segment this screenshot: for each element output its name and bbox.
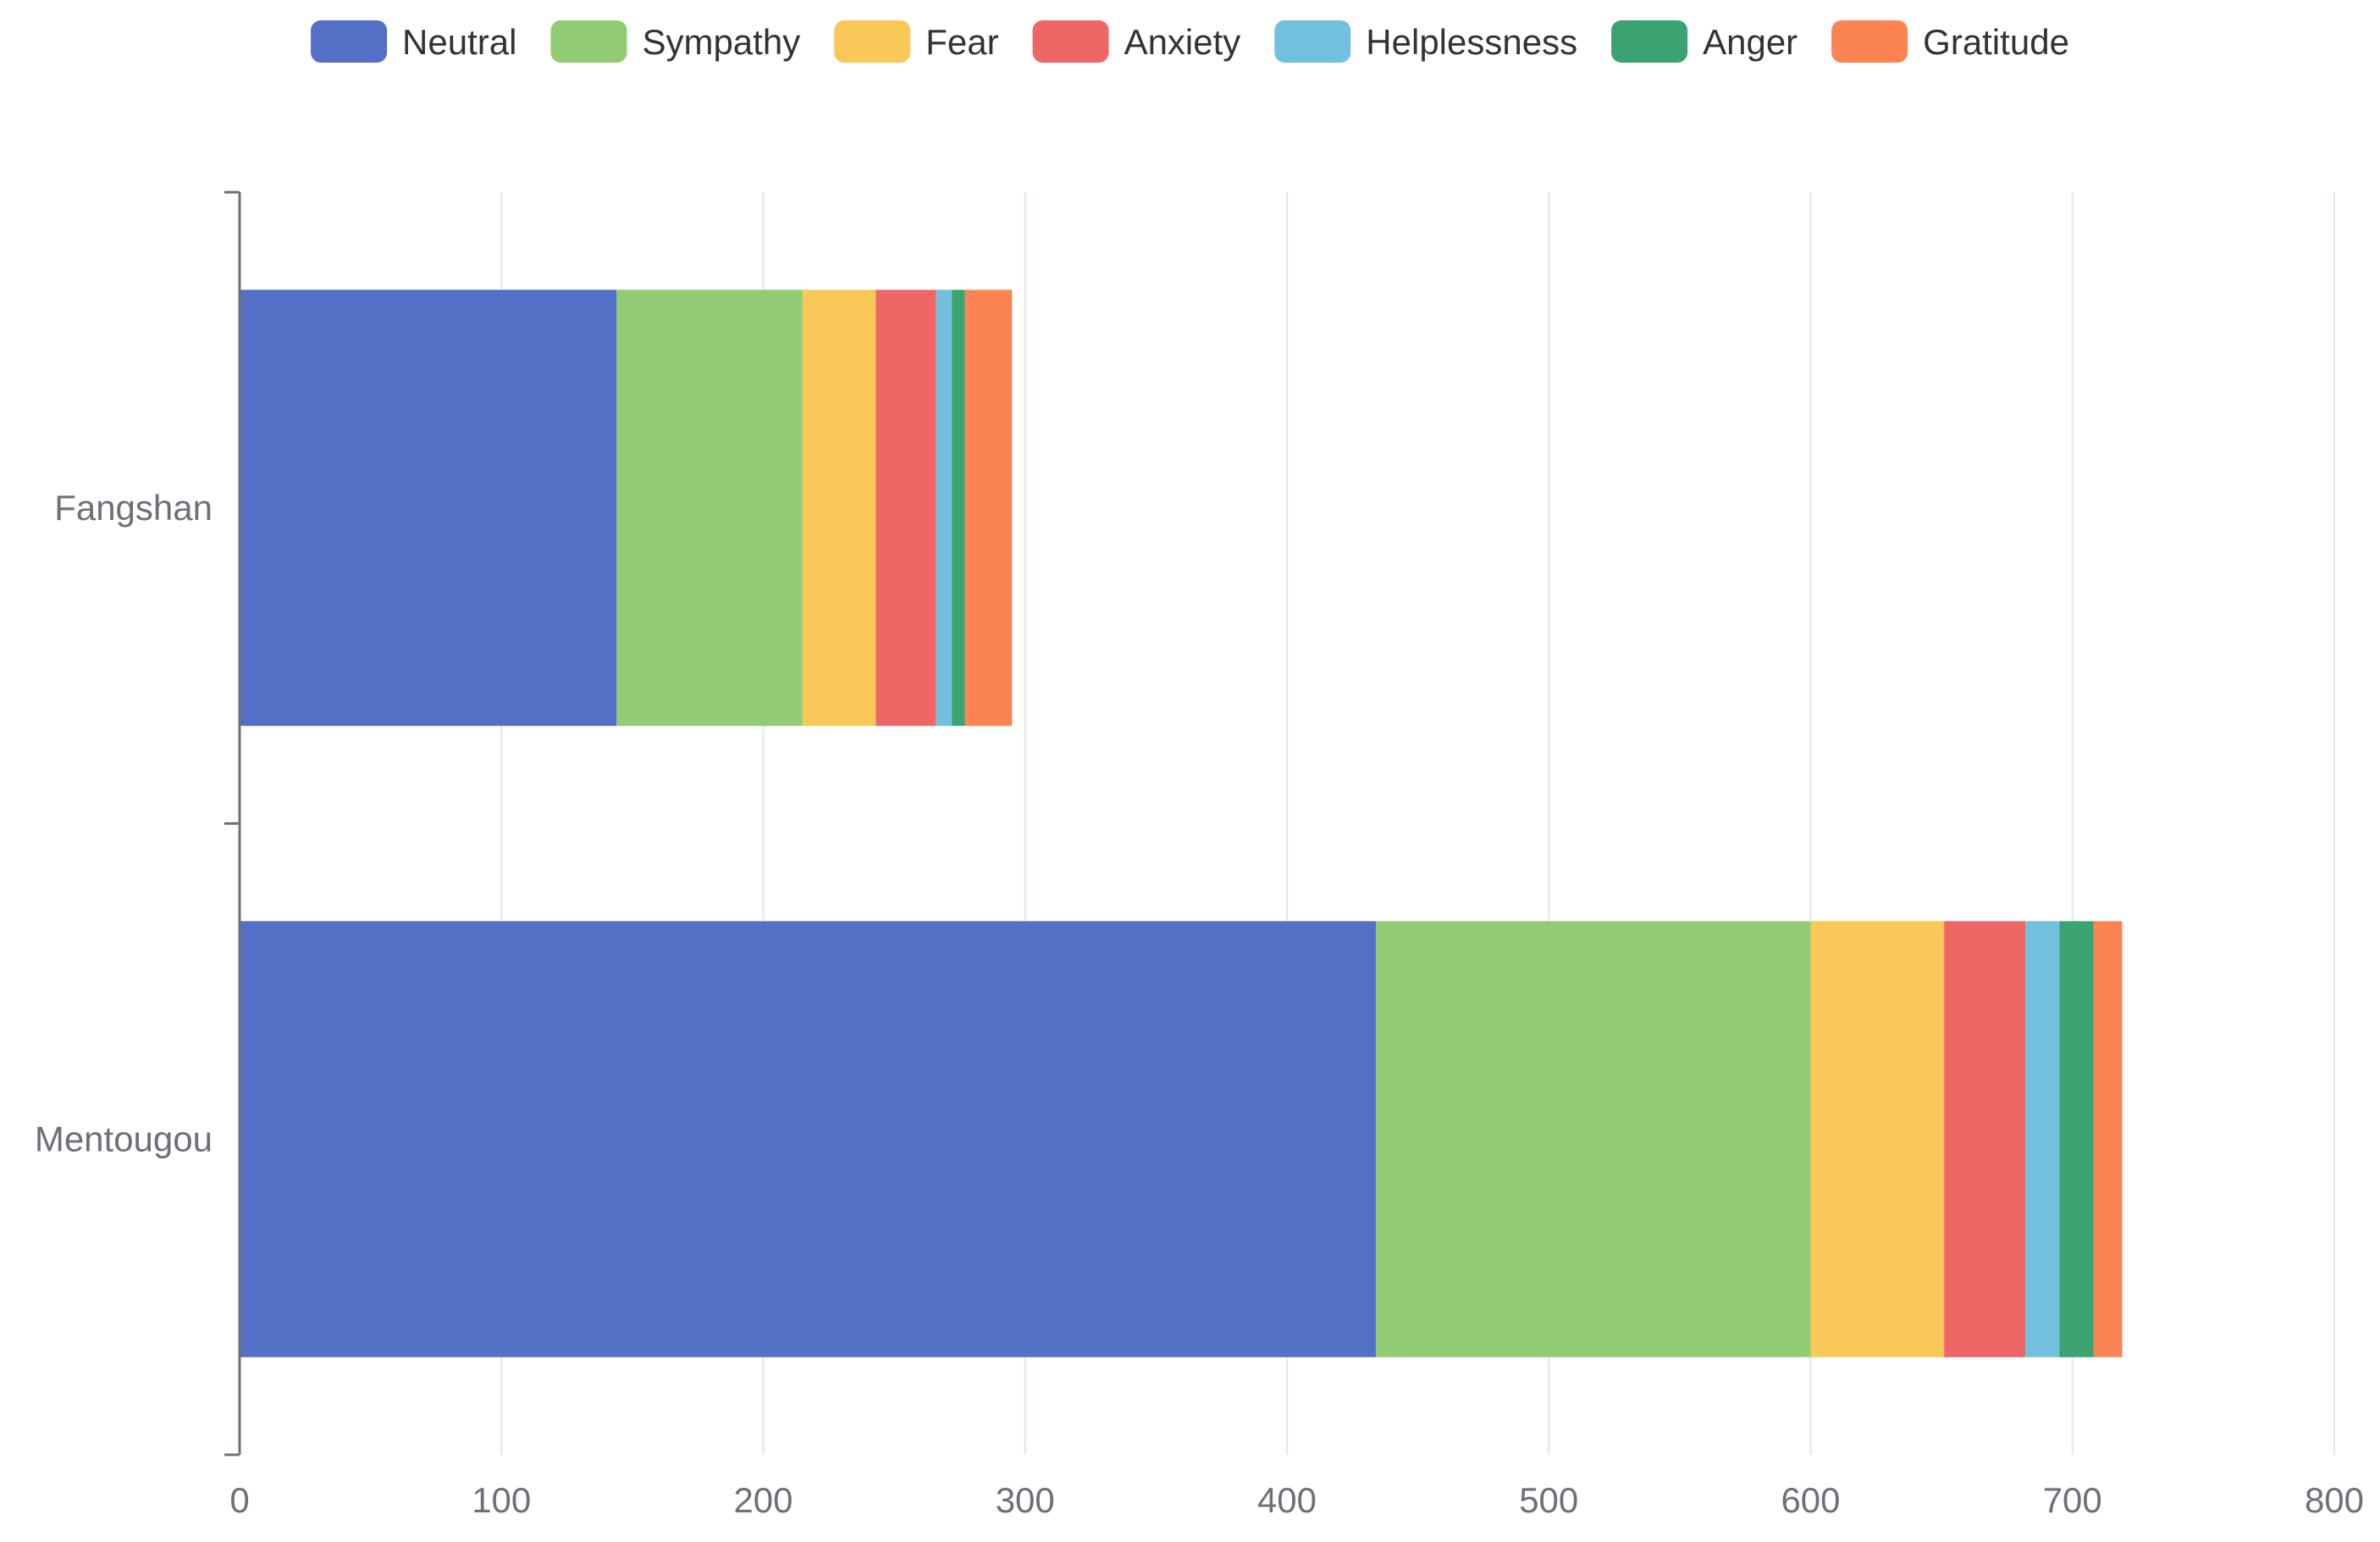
bar-fangshan-gratitude[interactable] (964, 290, 1013, 727)
y-tick-label-mentougou: Mentougou (35, 1119, 213, 1158)
legend-swatch-anxiety (1032, 20, 1109, 63)
x-tick-label-600: 600 (1781, 1480, 1840, 1520)
bar-fangshan-fear[interactable] (802, 290, 876, 727)
legend-swatch-gratitude (1831, 20, 1908, 63)
x-tick-label-500: 500 (1519, 1480, 1578, 1520)
y-tick-label-fangshan: Fangshan (54, 488, 213, 528)
bar-mentougou-sympathy[interactable] (1376, 920, 1811, 1357)
legend-label-helplessness: Helplessness (1366, 22, 1577, 62)
legend-label-sympathy: Sympathy (642, 22, 800, 62)
bar-mentougou-gratitude[interactable] (2093, 920, 2123, 1357)
bars (240, 290, 2123, 1357)
bar-fangshan-sympathy[interactable] (616, 290, 803, 727)
legend-swatch-neutral (311, 20, 388, 63)
x-tick-label-400: 400 (1257, 1480, 1317, 1520)
x-tick-label-800: 800 (2305, 1480, 2364, 1520)
legend-item-helplessness[interactable]: Helplessness (1274, 20, 1577, 63)
bar-mentougou-fear[interactable] (1810, 920, 1945, 1357)
legend-item-gratitude[interactable]: Gratitude (1831, 20, 2069, 63)
legend-label-neutral: Neutral (402, 22, 516, 62)
legend-swatch-sympathy (550, 20, 627, 63)
legend-item-sympathy[interactable]: Sympathy (550, 20, 800, 63)
legend: Neutral Sympathy Fear Anxiety Helplessness An… (311, 20, 2069, 63)
legend-item-anger[interactable]: Anger (1611, 20, 1797, 63)
bar-fangshan-anxiety[interactable] (875, 290, 936, 727)
legend-item-anxiety[interactable]: Anxiety (1032, 20, 1241, 63)
legend-swatch-helplessness (1274, 20, 1351, 63)
bar-mentougou-anxiety[interactable] (1944, 920, 2026, 1357)
legend-label-gratitude: Gratitude (1923, 22, 2069, 62)
legend-label-fear: Fear (925, 22, 998, 62)
bar-mentougou-neutral[interactable] (240, 920, 1377, 1357)
bar-fangshan-helplessness[interactable] (936, 290, 953, 727)
x-tick-label-300: 300 (996, 1480, 1055, 1520)
axes: Fangshan Mentougou 0 100 200 300 400 500 600 700 8… (35, 191, 2364, 1520)
legend-label-anger: Anger (1703, 22, 1797, 62)
legend-swatch-anger (1611, 20, 1688, 63)
legend-swatch-fear (834, 20, 911, 63)
bar-fangshan-neutral[interactable] (240, 290, 617, 727)
x-tick-label-200: 200 (733, 1480, 792, 1520)
legend-item-neutral[interactable]: Neutral (311, 20, 516, 63)
legend-item-fear[interactable]: Fear (834, 20, 999, 63)
x-tick-label-0: 0 (229, 1480, 249, 1520)
x-tick-label-100: 100 (472, 1480, 531, 1520)
legend-label-anxiety: Anxiety (1124, 22, 1241, 62)
x-tick-label-700: 700 (2043, 1480, 2102, 1520)
bar-fangshan-anger[interactable] (952, 290, 965, 727)
bar-mentougou-helplessness[interactable] (2025, 920, 2060, 1357)
bar-mentougou-anger[interactable] (2059, 920, 2094, 1357)
